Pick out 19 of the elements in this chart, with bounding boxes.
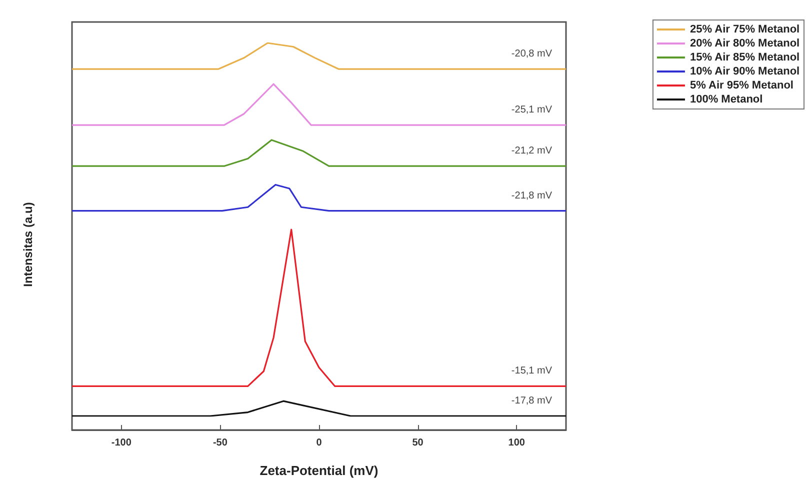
- legend-label: 5% Air 95% Metanol: [690, 80, 794, 92]
- legend-label: 10% Air 90% Metanol: [690, 66, 800, 78]
- annotation: -21,2 mV: [511, 146, 552, 157]
- legend-label: 25% Air 75% Metanol: [690, 24, 800, 36]
- legend-label: 100% Metanol: [690, 94, 763, 106]
- annotation: -17,8 mV: [511, 396, 552, 406]
- legend-label: 15% Air 85% Metanol: [690, 52, 800, 64]
- annotation: -15,1 mV: [511, 366, 552, 377]
- x-tick-label: 50: [412, 438, 424, 448]
- annotation: -21,8 mV: [511, 190, 552, 202]
- y-axis-title: Intensitas (a.u): [21, 202, 35, 287]
- annotation: -25,1 mV: [511, 104, 552, 116]
- x-tick-label: 100: [508, 438, 526, 448]
- x-tick-label: -50: [212, 438, 228, 448]
- annotation: -20,8 mV: [511, 48, 552, 60]
- x-axis-title: Zeta-Potential (mV): [260, 463, 378, 478]
- x-tick-label: 0: [316, 438, 322, 448]
- legend-label: 20% Air 80% Metanol: [690, 38, 800, 50]
- x-tick-label: -100: [111, 438, 132, 448]
